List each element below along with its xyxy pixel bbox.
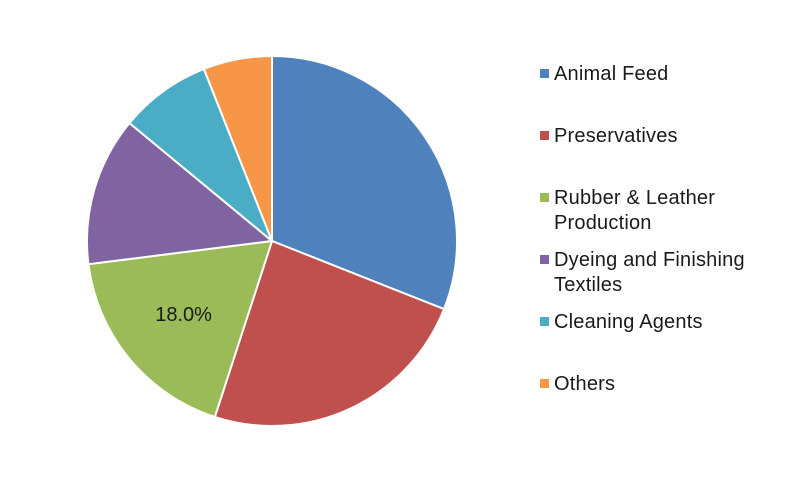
legend-item: Rubber & Leather Production bbox=[540, 186, 715, 236]
pie-slice-5 bbox=[202, 54, 273, 242]
pie-slice-4 bbox=[128, 67, 273, 242]
legend-swatch bbox=[540, 131, 549, 140]
legend-label: Preservatives bbox=[554, 125, 678, 147]
pie-slice-2 bbox=[87, 239, 274, 419]
data-label-2: 18.0% bbox=[155, 304, 212, 326]
legend-label: Animal Feed bbox=[554, 63, 669, 85]
legend-label: Others bbox=[554, 373, 616, 395]
legend-item: Animal Feed bbox=[540, 62, 668, 87]
legend-label: Rubber & Leather Production bbox=[554, 187, 716, 234]
legend-swatch bbox=[540, 69, 549, 78]
pie-slice-1 bbox=[213, 239, 446, 427]
legend-item: Cleaning Agents bbox=[540, 310, 703, 335]
legend-label: Dyeing and Finishing Textiles bbox=[554, 249, 745, 296]
legend-swatch bbox=[540, 379, 549, 388]
legend-item: Preservatives bbox=[540, 124, 678, 149]
legend-swatch bbox=[540, 317, 549, 326]
legend-swatch bbox=[540, 193, 549, 202]
legend-item: Dyeing and Finishing Textiles bbox=[540, 248, 745, 298]
pie-slice-3 bbox=[86, 121, 275, 266]
pie-plot: 18.0% bbox=[86, 54, 458, 427]
pie-slice-0 bbox=[271, 54, 458, 311]
legend-swatch bbox=[540, 255, 549, 264]
legend-item: Others bbox=[540, 372, 615, 397]
legend-label: Cleaning Agents bbox=[554, 311, 703, 333]
